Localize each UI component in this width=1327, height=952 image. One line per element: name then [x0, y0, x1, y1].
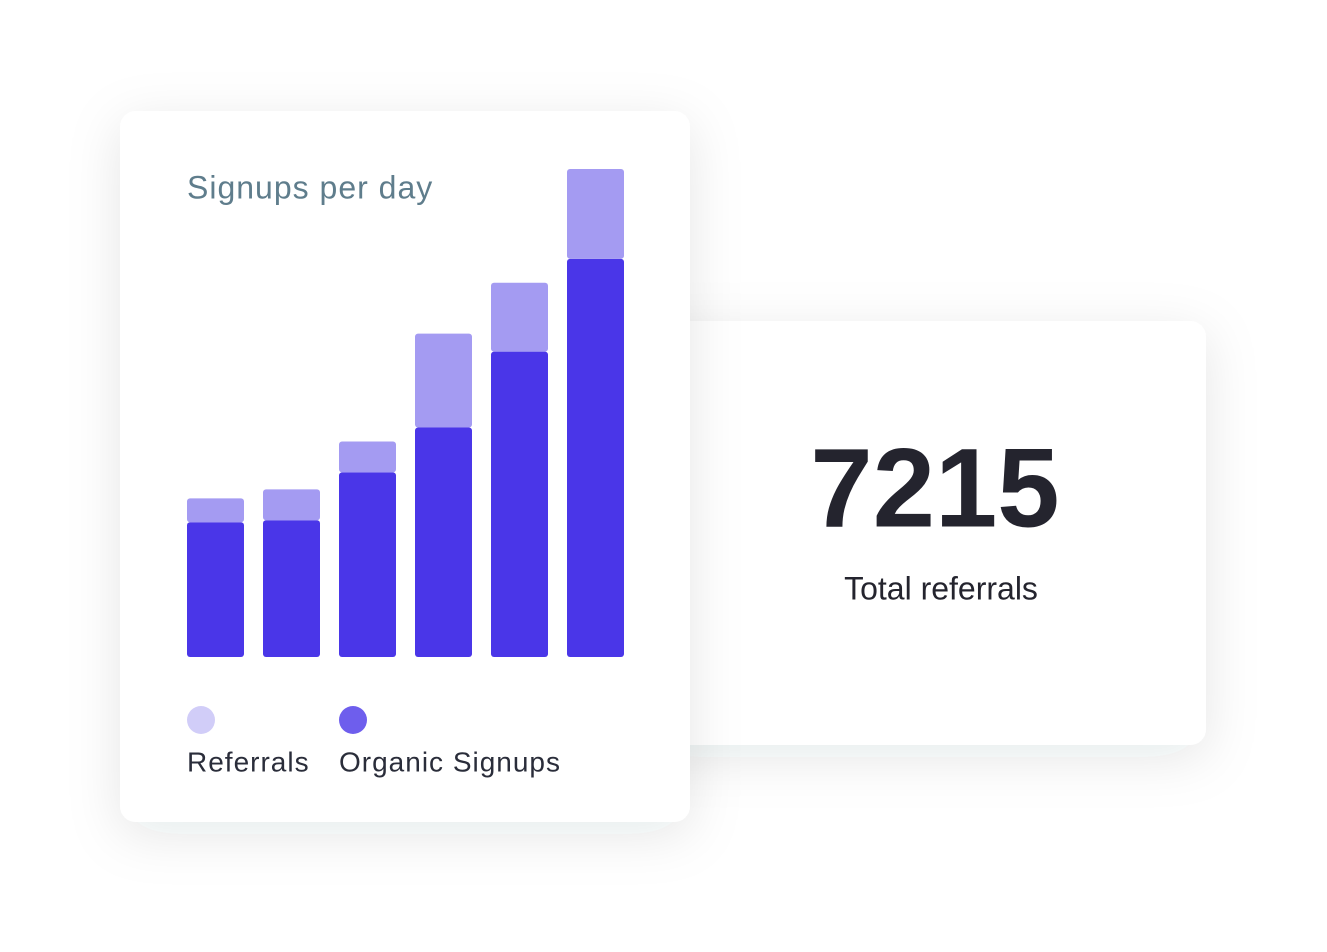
bar-segment	[187, 498, 244, 523]
legend: Referrals Organic Signups	[187, 706, 561, 777]
bar-segment	[567, 168, 624, 259]
kpi-label: Total referrals	[844, 570, 1038, 606]
legend-label: Organic Signups	[339, 746, 561, 777]
bar-segment	[491, 282, 548, 352]
bar-segment	[263, 520, 320, 657]
bar-segment	[415, 427, 472, 657]
bar-segment	[567, 258, 624, 657]
kpi-value: 7215	[810, 426, 1059, 551]
legend-dot	[187, 706, 215, 734]
bar-segment	[339, 441, 396, 473]
bar-segment	[339, 472, 396, 657]
plot	[187, 168, 624, 657]
legend-label: Referrals	[187, 746, 310, 777]
bar-segment	[263, 489, 320, 521]
chart-title: Signups per day	[187, 169, 433, 205]
bar-segment	[491, 351, 548, 657]
bar-segment	[187, 522, 244, 657]
bar-segment	[415, 333, 472, 428]
kpi-card	[640, 321, 1206, 745]
legend-dot	[339, 706, 367, 734]
